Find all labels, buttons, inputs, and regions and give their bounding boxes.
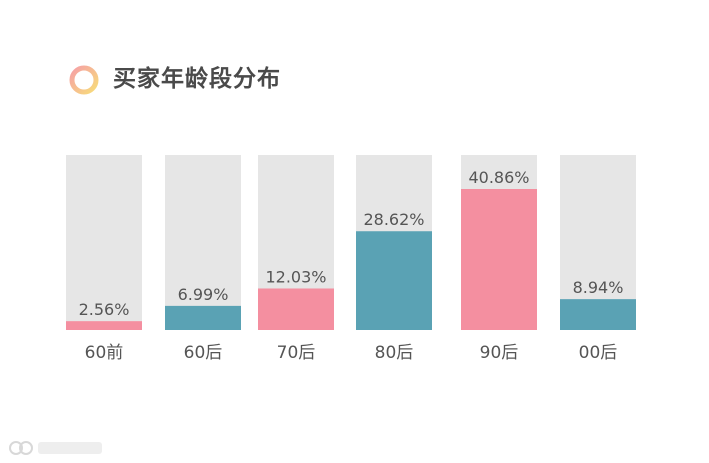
data-label: 8.94% — [573, 278, 624, 297]
bar — [66, 321, 142, 330]
title-ring-icon — [69, 65, 99, 95]
data-label: 40.86% — [468, 168, 529, 187]
chart-title: 买家年龄段分布 — [113, 66, 281, 92]
x-tick-label: 60后 — [184, 343, 223, 363]
data-label: 12.03% — [265, 267, 326, 286]
bar-track — [165, 155, 241, 330]
data-label: 28.62% — [363, 210, 424, 229]
bar — [258, 288, 334, 330]
bar — [461, 189, 537, 330]
x-tick-label: 80后 — [375, 343, 414, 363]
x-tick-label: 70后 — [277, 343, 316, 363]
x-tick-label: 00后 — [579, 343, 618, 363]
brand-logo-watermark — [9, 441, 102, 455]
data-label: 6.99% — [178, 285, 229, 304]
bar — [356, 231, 432, 330]
bar — [165, 305, 241, 330]
bar — [560, 299, 636, 330]
bar-track — [66, 155, 142, 330]
data-label: 2.56% — [79, 300, 130, 319]
x-tick-label: 60前 — [85, 343, 124, 363]
x-tick-label: 90后 — [480, 343, 519, 363]
